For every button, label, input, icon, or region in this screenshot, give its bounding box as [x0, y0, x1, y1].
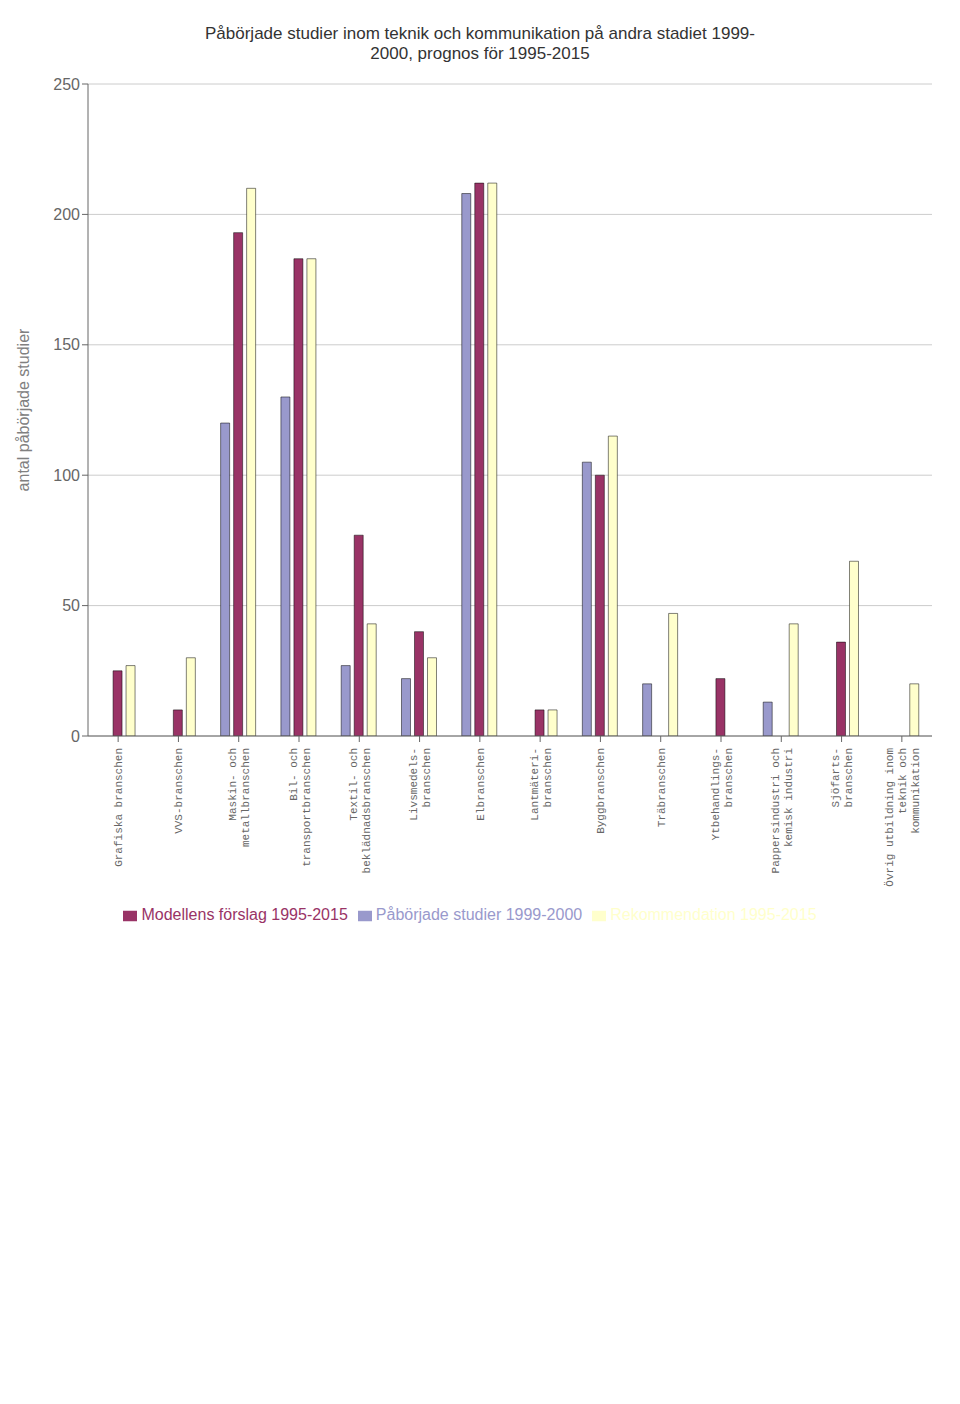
svg-text:Pappersindustri ochkemisk indu: Pappersindustri ochkemisk industri: [770, 748, 795, 874]
html-text:2000, prognos för 1995-2015: 2000, prognos för 1995-2015: [370, 44, 590, 63]
svg-text:Textil- ochbeklädnadsbranschen: Textil- ochbeklädnadsbranschen: [348, 748, 373, 873]
html-text:Rekommendation 1995-2015: Rekommendation 1995-2015: [610, 906, 817, 923]
svg-text:Byggbranschen: Byggbranschen: [595, 748, 607, 834]
html-text:Påbörjade studier 1999-2000: Påbörjade studier 1999-2000: [375, 906, 583, 923]
svg-text:50: 50: [62, 597, 80, 614]
svg-text:Maskin- ochmetallbranschen: Maskin- ochmetallbranschen: [227, 748, 252, 847]
svg-text:Lantmäteri-branschen: Lantmäteri-branschen: [529, 748, 554, 821]
svg-text:0: 0: [71, 728, 80, 745]
svg-text:200: 200: [53, 206, 80, 223]
svg-text:Övrig utbildning inomteknik oc: Övrig utbildning inomteknik ochkommunika…: [884, 748, 922, 887]
svg-text:Livsmedels-branschen: Livsmedels-branschen: [408, 748, 433, 821]
svg-text:antal påbörjade studier: antal påbörjade studier: [15, 328, 32, 491]
svg-text:250: 250: [53, 76, 80, 93]
svg-text:100: 100: [53, 467, 80, 484]
svg-text:Sjöfarts-branschen: Sjöfarts-branschen: [830, 748, 855, 807]
svg-text:Ytbehandlings-branschen: Ytbehandlings-branschen: [710, 748, 735, 840]
svg-text:VVS-branschen: VVS-branschen: [173, 748, 185, 834]
svg-text:Bil- ochtransportbranschen: Bil- ochtransportbranschen: [288, 748, 313, 867]
html-text:Påbörjade studier inom teknik: Påbörjade studier inom teknik och kommun…: [205, 24, 755, 43]
svg-text:Elbranschen: Elbranschen: [475, 748, 487, 821]
svg-text:Grafiska branschen: Grafiska branschen: [113, 748, 125, 867]
svg-text:Träbranschen: Träbranschen: [656, 748, 668, 827]
html-text:Modellens förslag 1995-2015: Modellens förslag 1995-2015: [141, 906, 348, 923]
svg-text:150: 150: [53, 336, 80, 353]
